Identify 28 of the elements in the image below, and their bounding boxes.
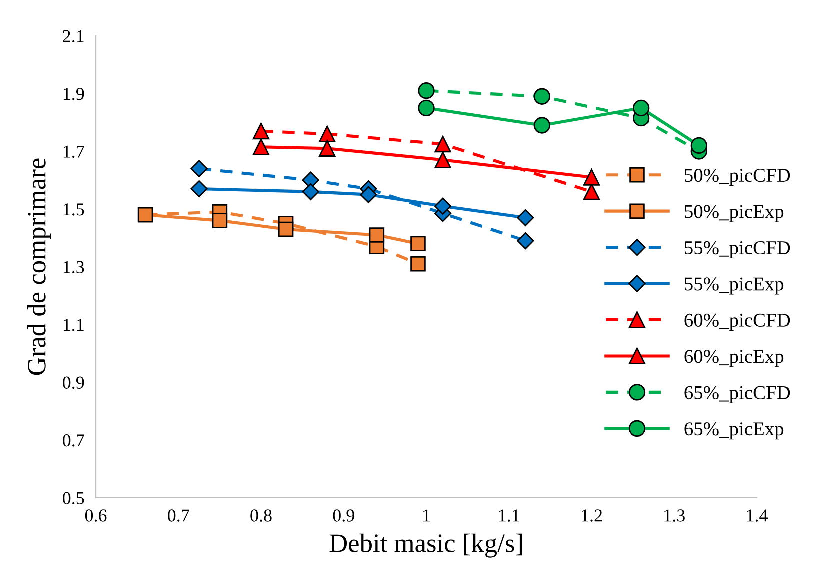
- x-tick-label: 1.4: [747, 510, 768, 522]
- y-tick-label: 1.5: [64, 204, 84, 216]
- x-tick-label: 0.8: [250, 510, 272, 522]
- x-tick-label: 0.9: [333, 510, 354, 522]
- legend-label: 50%_picCFD: [685, 168, 790, 186]
- legend-label: 65%_picExp: [684, 422, 784, 440]
- y-tick-label: 2.1: [63, 30, 84, 43]
- legend-label: 55%_picExp: [685, 278, 784, 295]
- y-tick-label: 0.9: [63, 376, 84, 390]
- y-tick-label: 0.7: [63, 434, 84, 447]
- y-tick-label: 1.1: [64, 319, 84, 332]
- x-tick-label: 0.6: [85, 510, 107, 522]
- legend-label: 55%_picCFD: [685, 241, 790, 258]
- legend-label: 60%_picExp: [684, 350, 784, 368]
- y-tick-label: 0.5: [63, 492, 84, 505]
- x-tick-label: 0.7: [168, 510, 190, 522]
- x-tick-label: 1.1: [499, 510, 520, 522]
- y-tick-label: 1.9: [64, 88, 84, 100]
- legend-label: 50%_picExp: [685, 205, 784, 222]
- x-tick-label: 1: [424, 510, 430, 522]
- legend-label: 60%_picCFD: [684, 314, 790, 331]
- y-tick-label: 1.7: [64, 146, 84, 158]
- y-axis-title: Grad de comprimare: [27, 158, 52, 376]
- x-tick-label: 1.3: [664, 510, 685, 522]
- x-axis-title: Debit masic [kg/s]: [330, 534, 522, 558]
- x-tick-label: 1.2: [582, 510, 602, 522]
- legend-label: 65%_picCFD: [684, 386, 790, 404]
- y-tick-label: 1.3: [64, 261, 84, 274]
